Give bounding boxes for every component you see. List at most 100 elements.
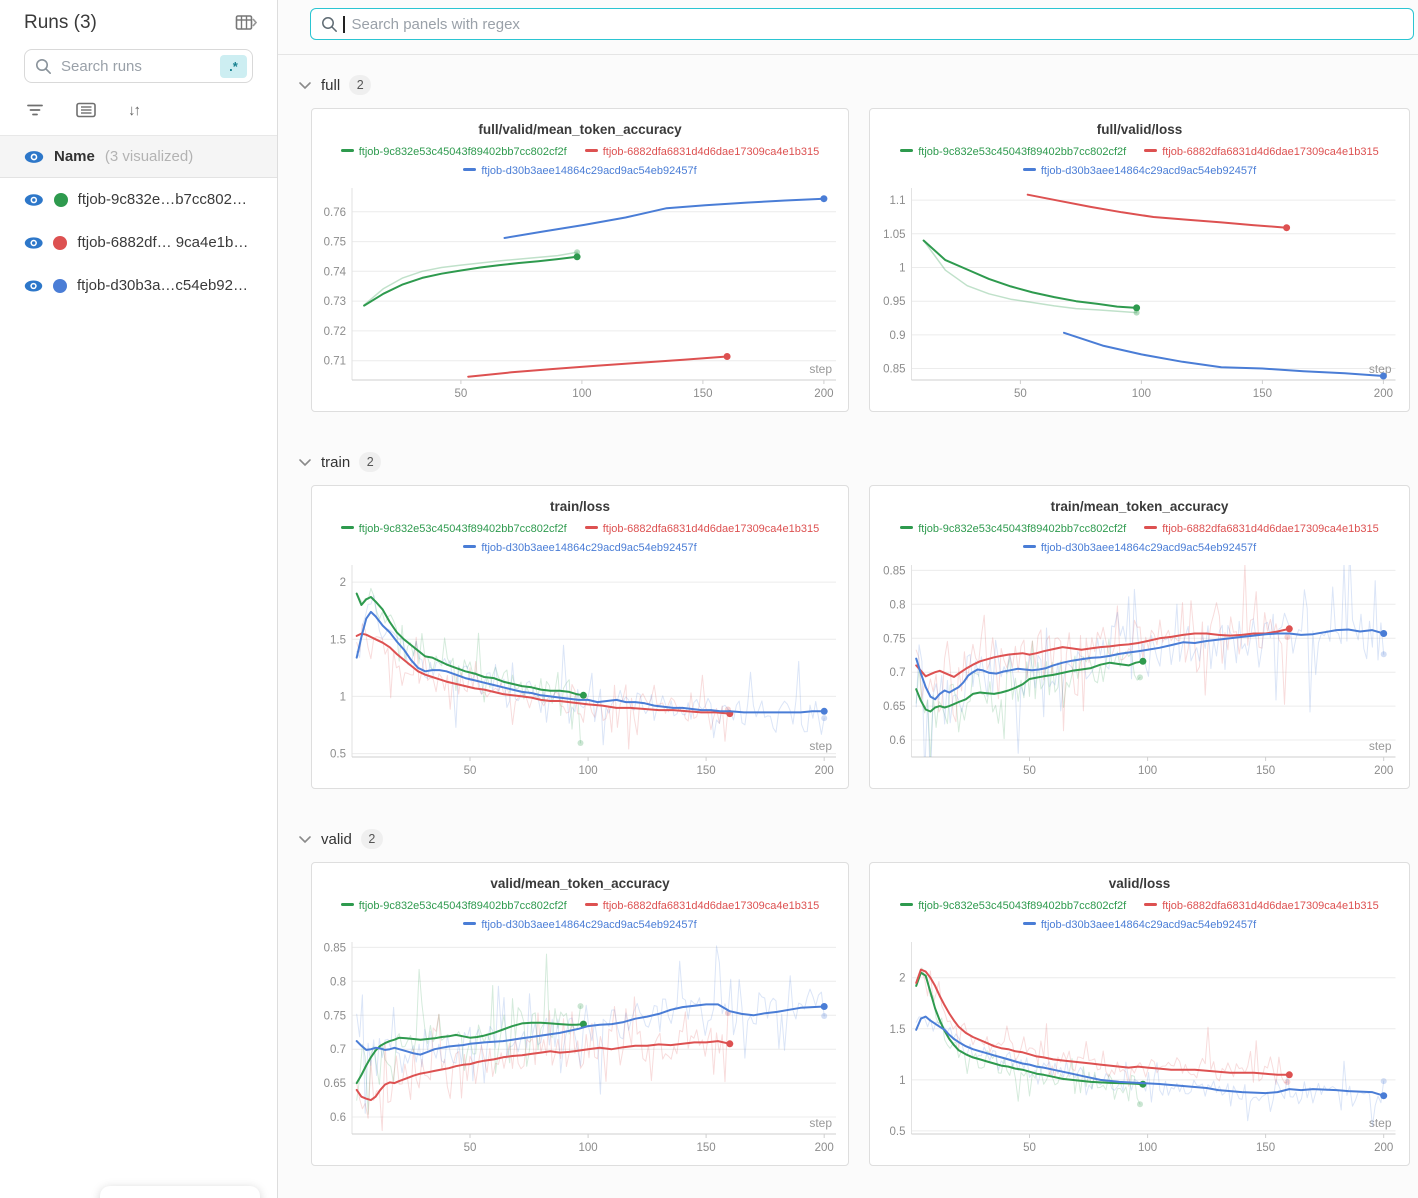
legend-entry[interactable]: ftjob-d30b3aee14864c29acd9ac54eb92457f [1022,539,1256,556]
svg-text:0.76: 0.76 [324,207,346,219]
svg-text:50: 50 [464,765,477,777]
eye-icon[interactable] [24,193,44,207]
svg-text:step: step [809,362,832,376]
legend-swatch [584,526,598,529]
sort-icon[interactable]: ↓↑ [128,101,141,119]
legend-entry[interactable]: ftjob-9c832e53c45043f89402bb7cc802cf2f [340,897,567,914]
run-color-dot[interactable] [53,278,68,293]
visualized-count: (3 visualized) [104,148,194,165]
svg-text:0.65: 0.65 [883,701,905,713]
legend-entry[interactable]: ftjob-9c832e53c45043f89402bb7cc802cf2f [900,520,1126,537]
chart-canvas[interactable]: 0.5 1 1.5 2 50 100 150 200 step [870,936,1409,1162]
legend-run-name: ftjob-9c832e53c45043f89402bb7cc802cf2f [918,146,1127,158]
svg-text:50: 50 [1023,1142,1036,1154]
legend-run-name: ftjob-6882dfa6831d4d6dae17309ca4e1b315 [1162,146,1379,158]
chart-panel[interactable]: full/valid/loss ftjob-9c832e53c45043f894… [869,108,1410,412]
legend-entry[interactable]: ftjob-6882dfa6831d4d6dae17309ca4e1b315 [584,520,820,537]
svg-text:50: 50 [464,1142,477,1154]
search-runs-input[interactable] [59,56,220,76]
chart-panel[interactable]: valid/loss ftjob-9c832e53c45043f89402bb7… [869,862,1410,1166]
expand-table-button[interactable] [235,14,257,32]
eye-icon[interactable] [24,236,43,250]
panel-search-input[interactable] [349,14,1403,34]
svg-text:200: 200 [1374,388,1393,400]
chart-panel[interactable]: valid/mean_token_accuracy ftjob-9c832e53… [311,862,849,1166]
legend-swatch [1144,526,1158,529]
runs-table-header[interactable]: Name (3 visualized) [0,136,277,178]
run-name[interactable]: ftjob-d30b3a…c54eb92457f [77,277,253,294]
section-count-badge: 2 [360,829,383,849]
run-color-dot[interactable] [53,235,68,250]
section-header[interactable]: full 2 [298,75,1418,95]
svg-text:0.7: 0.7 [330,1044,346,1056]
legend-entry[interactable]: ftjob-6882dfa6831d4d6dae17309ca4e1b315 [584,143,820,160]
chart-canvas[interactable]: 0.5 1 1.5 2 50 100 150 200 step [312,559,848,785]
eye-icon[interactable] [24,279,43,293]
svg-text:0.5: 0.5 [890,1126,906,1138]
legend-entry[interactable]: ftjob-9c832e53c45043f89402bb7cc802cf2f [900,897,1126,914]
svg-text:step: step [1369,362,1392,376]
legend-entry[interactable]: ftjob-d30b3aee14864c29acd9ac54eb92457f [1022,162,1256,179]
legend-run-name: ftjob-d30b3aee14864c29acd9ac54eb92457f [481,165,697,177]
chart-canvas[interactable]: 0.71 0.72 0.73 0.74 0.75 0.76 50 100 150 200 step [312,182,848,408]
chart-canvas[interactable]: 0.85 0.9 0.95 1 1.05 1.1 50 100 150 200 step [870,182,1409,408]
legend-swatch [340,903,354,906]
legend-run-name: ftjob-6882dfa6831d4d6dae17309ca4e1b315 [602,523,820,535]
section-count-badge: 2 [359,452,382,472]
legend-run-name: ftjob-9c832e53c45043f89402bb7cc802cf2f [918,523,1127,535]
legend-entry[interactable]: ftjob-9c832e53c45043f89402bb7cc802cf2f [340,143,567,160]
svg-text:step: step [809,739,832,753]
svg-text:0.7: 0.7 [890,667,906,679]
columns-icon[interactable] [76,102,96,118]
svg-text:0.6: 0.6 [330,1112,346,1124]
legend-swatch [584,903,598,906]
regex-toggle-button[interactable]: .* [220,54,247,78]
legend-entry[interactable]: ftjob-6882dfa6831d4d6dae17309ca4e1b315 [1144,520,1379,537]
svg-text:100: 100 [1138,765,1157,777]
section-header[interactable]: train 2 [298,452,1418,472]
chart-panel[interactable]: full/valid/mean_token_accuracy ftjob-9c8… [311,108,849,412]
legend-entry[interactable]: ftjob-9c832e53c45043f89402bb7cc802cf2f [900,143,1126,160]
chart-panel[interactable]: train/mean_token_accuracy ftjob-9c832e53… [869,485,1410,789]
eye-icon[interactable] [24,150,44,164]
svg-text:step: step [1369,739,1392,753]
run-name[interactable]: ftjob-9c832e…b7cc802cf2f [77,191,253,208]
svg-text:200: 200 [815,765,834,777]
legend-run-name: ftjob-d30b3aee14864c29acd9ac54eb92457f [1040,919,1257,931]
legend-run-name: ftjob-6882dfa6831d4d6dae17309ca4e1b315 [602,146,820,158]
legend-entry[interactable]: ftjob-d30b3aee14864c29acd9ac54eb92457f [463,162,697,179]
filter-icon[interactable] [26,103,44,117]
run-name[interactable]: ftjob-6882df… 9ca4e1b315 [77,234,253,251]
legend-swatch [340,149,354,152]
legend-swatch [340,526,354,529]
svg-text:150: 150 [693,388,712,400]
legend-entry[interactable]: ftjob-6882dfa6831d4d6dae17309ca4e1b315 [1144,143,1379,160]
svg-text:1: 1 [899,1075,905,1087]
run-row[interactable]: ftjob-9c832e…b7cc802cf2f [0,178,277,221]
svg-text:1: 1 [340,691,346,703]
legend-entry[interactable]: ftjob-9c832e53c45043f89402bb7cc802cf2f [340,520,567,537]
svg-text:200: 200 [814,388,833,400]
legend-swatch [1144,149,1158,152]
run-color-dot[interactable] [53,192,68,207]
legend-entry[interactable]: ftjob-6882dfa6831d4d6dae17309ca4e1b315 [1144,897,1379,914]
legend-entry[interactable]: ftjob-6882dfa6831d4d6dae17309ca4e1b315 [584,897,819,914]
section-header[interactable]: valid 2 [298,829,1418,849]
svg-text:0.85: 0.85 [324,942,346,954]
panel-search-box[interactable] [310,8,1414,40]
svg-text:0.5: 0.5 [330,749,346,761]
svg-text:0.85: 0.85 [883,364,905,376]
chart-canvas[interactable]: 0.6 0.65 0.7 0.75 0.8 0.85 50 100 150 200 step [312,936,848,1162]
legend-swatch [463,545,477,548]
svg-text:100: 100 [572,388,591,400]
run-row[interactable]: ftjob-d30b3a…c54eb92457f [0,264,277,307]
chart-panel[interactable]: train/loss ftjob-9c832e53c45043f89402bb7… [311,485,849,789]
legend-entry[interactable]: ftjob-d30b3aee14864c29acd9ac54eb92457f [463,539,697,556]
legend-entry[interactable]: ftjob-d30b3aee14864c29acd9ac54eb92457f [463,916,697,933]
run-row[interactable]: ftjob-6882df… 9ca4e1b315 [0,221,277,264]
chart-legend: ftjob-9c832e53c45043f89402bb7cc802cf2f ft… [312,520,848,556]
search-runs-box: .* [24,49,253,83]
svg-text:0.9: 0.9 [890,330,906,342]
chart-canvas[interactable]: 0.6 0.65 0.7 0.75 0.8 0.85 50 100 150 200 step [870,559,1409,785]
legend-entry[interactable]: ftjob-d30b3aee14864c29acd9ac54eb92457f [1022,916,1257,933]
